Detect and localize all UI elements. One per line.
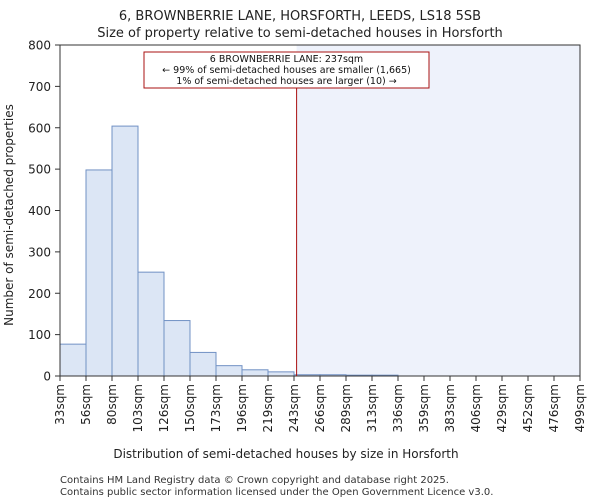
x-tick-label: 80sqm bbox=[105, 384, 119, 425]
x-tick-label: 429sqm bbox=[495, 384, 509, 432]
x-tick-label: 56sqm bbox=[79, 384, 93, 425]
y-tick-label: 500 bbox=[28, 163, 51, 177]
bar-56sqm bbox=[85, 169, 113, 377]
y-tick-label: 0 bbox=[43, 370, 51, 384]
x-tick-label: 359sqm bbox=[417, 384, 431, 432]
annotation-line3: 1% of semi-detached houses are larger (1… bbox=[176, 76, 396, 87]
chart-title-line2: Size of property relative to semi-detach… bbox=[97, 26, 503, 41]
x-tick-label: 266sqm bbox=[313, 384, 327, 432]
x-tick-label: 173sqm bbox=[209, 384, 223, 432]
x-tick-label: 243sqm bbox=[287, 384, 301, 432]
y-tick-label: 400 bbox=[28, 204, 51, 218]
bar-150sqm bbox=[189, 351, 217, 377]
bar-196sqm bbox=[241, 369, 269, 377]
y-axis-label: Number of semi-detached properties bbox=[2, 104, 16, 326]
x-tick-label: 336sqm bbox=[391, 384, 405, 432]
bar-173sqm bbox=[215, 365, 243, 377]
annotation-line1: 6 BROWNBERRIE LANE: 237sqm bbox=[210, 54, 363, 65]
y-tick-label: 800 bbox=[28, 39, 51, 53]
bar-80sqm bbox=[111, 125, 139, 377]
x-tick-label: 452sqm bbox=[521, 384, 535, 432]
x-tick-label: 126sqm bbox=[157, 384, 171, 432]
bar-126sqm bbox=[163, 320, 191, 377]
y-tick-label: 600 bbox=[28, 121, 51, 135]
x-tick-label: 150sqm bbox=[183, 384, 197, 432]
x-tick-label: 289sqm bbox=[339, 384, 353, 432]
x-tick-label: 103sqm bbox=[131, 384, 145, 432]
larger-properties-region bbox=[296, 45, 580, 376]
x-tick-label: 476sqm bbox=[547, 384, 561, 432]
chart-title-line1: 6, BROWNBERRIE LANE, HORSFORTH, LEEDS, L… bbox=[119, 9, 481, 24]
x-tick-label: 33sqm bbox=[53, 384, 67, 425]
x-tick-label: 383sqm bbox=[443, 384, 457, 432]
y-tick-label: 700 bbox=[28, 80, 51, 94]
bar-219sqm bbox=[267, 371, 295, 377]
annotation-line2: ← 99% of semi-detached houses are smalle… bbox=[162, 65, 411, 76]
bar-103sqm bbox=[137, 271, 165, 377]
x-tick-label: 406sqm bbox=[469, 384, 483, 432]
x-axis-label: Distribution of semi-detached houses by … bbox=[113, 447, 458, 461]
y-tick-label: 300 bbox=[28, 245, 51, 259]
footer-line2: Contains public sector information licen… bbox=[60, 487, 493, 498]
x-tick-label: 219sqm bbox=[261, 384, 275, 432]
x-tick-label: 196sqm bbox=[235, 384, 249, 432]
footer-line1: Contains HM Land Registry data © Crown c… bbox=[60, 475, 449, 486]
x-tick-label: 313sqm bbox=[365, 384, 379, 432]
bar-33sqm bbox=[59, 343, 87, 377]
annotation-box: 6 BROWNBERRIE LANE: 237sqm ← 99% of semi… bbox=[143, 51, 430, 89]
y-tick-label: 100 bbox=[28, 328, 51, 342]
plot-frame bbox=[59, 44, 581, 377]
y-tick-label: 200 bbox=[28, 287, 51, 301]
x-tick-label: 499sqm bbox=[573, 384, 587, 432]
